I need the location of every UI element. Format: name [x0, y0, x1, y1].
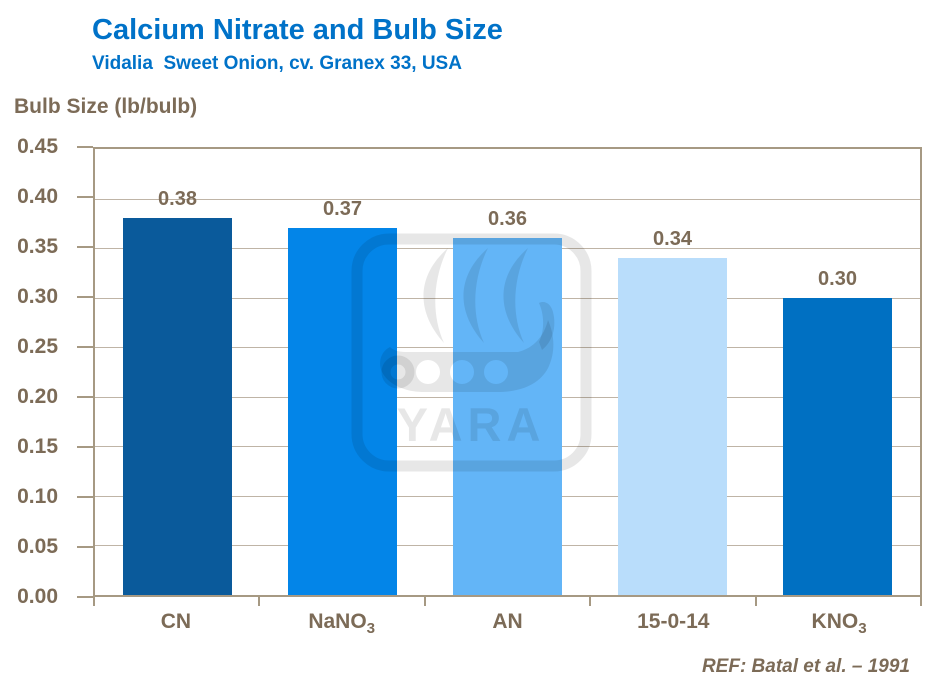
bar-slot: 0.36 [425, 149, 590, 595]
x-axis-ticks [93, 597, 922, 609]
y-tick-label: 0.10 [17, 485, 58, 508]
bar-value-label: 0.30 [818, 267, 857, 290]
y-tick-label: 0.00 [17, 585, 58, 608]
bar-slot: 0.34 [590, 149, 755, 595]
y-tick-mark [77, 546, 93, 548]
x-tick-mark [423, 597, 426, 606]
bar-value-label: 0.36 [488, 208, 527, 231]
y-tick-label: 0.05 [17, 535, 58, 558]
bar-kno [783, 297, 892, 595]
x-tick-mark [920, 597, 922, 606]
x-category-label: AN [492, 610, 523, 633]
x-category-label: NaNO3 [308, 610, 376, 638]
x-category-label: CN [160, 610, 192, 633]
y-tick-mark [77, 295, 93, 298]
bar-slot: 0.30 [755, 149, 920, 595]
gridline [95, 198, 920, 200]
bar-slot: 0.38 [95, 149, 260, 595]
y-tick-mark [77, 445, 93, 448]
y-axis: 0.45 0.40 0.35 0.30 0.25 0.20 0.15 0.10 0.05 0.00 [0, 135, 93, 608]
y-tick-label: 0.15 [17, 434, 58, 458]
x-category-label: 15-0-14 [637, 610, 710, 633]
x-tick-mark [589, 597, 592, 606]
y-axis-title: Bulb Size (lb/bulb) [14, 95, 198, 118]
y-tick-label: 0.25 [17, 335, 58, 358]
chart-title: Calcium Nitrate and Bulb Size [92, 14, 503, 46]
bar-slot: 0.37 [260, 149, 425, 595]
y-tick-mark [77, 246, 93, 248]
bar-value-label: 0.34 [653, 228, 692, 251]
y-tick-label: 0.20 [17, 385, 58, 408]
y-tick-label: 0.30 [17, 284, 58, 308]
plot-area: 0.38 0.37 0.36 0.34 0.30 [93, 147, 922, 597]
x-tick-mark [257, 597, 260, 606]
bar-value-label: 0.38 [158, 188, 197, 211]
bar-cn [123, 218, 232, 595]
bar-an [453, 238, 562, 595]
y-tick-mark [77, 496, 93, 498]
y-tick-mark [77, 596, 93, 598]
bar-value-label: 0.37 [323, 198, 362, 221]
y-tick-label: 0.45 [17, 135, 58, 158]
y-tick-mark [77, 346, 93, 348]
x-tick-mark [755, 597, 758, 606]
bar-nano [288, 228, 397, 595]
x-tick-mark [93, 597, 95, 606]
y-tick-label: 0.35 [17, 235, 58, 258]
x-category-label: KNO3 [811, 610, 867, 638]
y-tick-mark [77, 146, 93, 148]
reference-text: REF: Batal et al. – 1991 [701, 656, 910, 677]
x-axis-labels: CN NaNO3 AN 15-0-14 KNO3 [93, 610, 922, 646]
y-tick-label: 0.40 [17, 185, 58, 208]
chart-subtitle: Vidalia Sweet Onion, cv. Granex 33, USA [92, 53, 462, 74]
bar-15-0-14 [618, 258, 727, 595]
y-tick-mark [77, 396, 93, 398]
y-tick-mark [77, 196, 93, 198]
